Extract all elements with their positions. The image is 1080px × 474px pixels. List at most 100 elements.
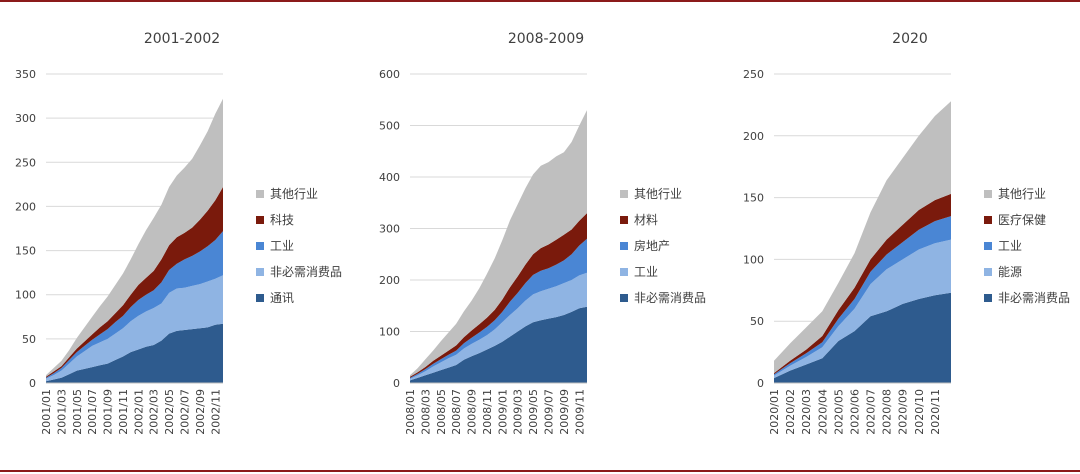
x-tick-label: 2008/07 [450, 389, 463, 435]
legend-swatch [984, 242, 992, 250]
x-tick-label: 2001/03 [55, 389, 68, 435]
x-tick-label: 2001/11 [117, 389, 130, 435]
legend-label: 通讯 [270, 291, 294, 305]
x-tick-label: 2009/03 [512, 389, 525, 435]
legend-swatch [984, 294, 992, 302]
area-series [46, 275, 223, 382]
legend-swatch [984, 268, 992, 276]
x-tick-label: 2009/07 [543, 389, 556, 435]
area-series [774, 193, 951, 375]
frame-bottom-line [0, 470, 1080, 472]
legend-swatch [620, 216, 628, 224]
x-tick-label: 2020/08 [881, 389, 894, 435]
x-tick-label: 2020/09 [897, 389, 910, 435]
x-tick-label: 2020/11 [929, 389, 942, 435]
area-series [410, 238, 587, 379]
legend-label: 其他行业 [998, 187, 1046, 201]
area-series [774, 101, 951, 374]
chart-title: 2008-2009 [508, 31, 584, 47]
legend-label: 能源 [998, 265, 1022, 279]
y-tick-label: 0 [757, 377, 764, 390]
x-tick-label: 2002/09 [194, 389, 207, 435]
y-tick-label: 600 [379, 68, 400, 81]
y-tick-label: 300 [379, 223, 400, 236]
x-tick-label: 2002/07 [179, 389, 192, 435]
x-tick-label: 2001/05 [71, 389, 84, 435]
legend-label: 非必需消费品 [998, 291, 1070, 305]
y-tick-label: 0 [29, 377, 36, 390]
legend-label: 房地产 [634, 238, 670, 253]
legend-swatch [256, 294, 264, 302]
x-tick-label: 2020/06 [848, 389, 861, 435]
y-tick-label: 100 [15, 289, 36, 302]
y-tick-label: 50 [22, 333, 36, 346]
y-tick-label: 250 [743, 68, 764, 81]
area-series [774, 292, 951, 383]
legend-label: 其他行业 [270, 187, 318, 201]
x-tick-label: 2008/01 [404, 389, 417, 435]
area-series [774, 216, 951, 376]
legend-label: 非必需消费品 [634, 291, 706, 305]
chart-title: 2001-2002 [144, 31, 220, 47]
legend-swatch [256, 268, 264, 276]
x-tick-label: 2009/11 [573, 389, 586, 435]
x-tick-label: 2020/03 [800, 389, 813, 435]
area-series [46, 231, 223, 379]
legend-swatch [620, 242, 628, 250]
legend-label: 材料 [634, 213, 658, 227]
legend-label: 工业 [998, 239, 1022, 253]
y-tick-label: 350 [15, 68, 36, 81]
legend-label: 医疗保健 [998, 213, 1046, 227]
legend-swatch [256, 190, 264, 198]
legend-swatch [620, 294, 628, 302]
chart-panel-3: 2020 0 50 100 150 200 250 2020/01 2020/02 2020/03… [743, 31, 1070, 435]
legend-label: 科技 [270, 213, 294, 227]
area-series [410, 110, 587, 377]
x-tick-label: 2020/07 [865, 389, 878, 435]
x-tick-label: 2020/04 [816, 389, 829, 435]
y-tick-label: 50 [750, 315, 764, 328]
legend-label: 工业 [270, 239, 294, 253]
legend-label: 其他行业 [634, 187, 682, 201]
x-tick-label: 2001/09 [102, 389, 115, 435]
legend-swatch [984, 216, 992, 224]
y-tick-label: 250 [15, 156, 36, 169]
x-tick-label: 2020/05 [832, 389, 845, 435]
area-series [46, 323, 223, 383]
x-tick-label: 2020/02 [784, 389, 797, 435]
y-tick-label: 200 [379, 274, 400, 287]
y-tick-label: 150 [15, 245, 36, 258]
area-series [410, 213, 587, 378]
x-tick-label: 2009/05 [527, 389, 540, 435]
x-tick-label: 2009/01 [496, 389, 509, 435]
x-tick-label: 2001/01 [40, 389, 53, 435]
x-tick-label: 2002/05 [163, 389, 176, 435]
y-tick-label: 100 [743, 253, 764, 266]
legend-label: 非必需消费品 [270, 265, 342, 279]
legend-label: 工业 [634, 265, 658, 279]
y-tick-label: 100 [379, 326, 400, 339]
x-tick-label: 2002/11 [209, 389, 222, 435]
x-tick-label: 2020/01 [768, 389, 781, 435]
y-tick-label: 500 [379, 120, 400, 133]
legend-swatch [256, 242, 264, 250]
y-tick-label: 300 [15, 112, 36, 125]
chart-title: 2020 [892, 31, 928, 47]
x-tick-label: 2002/03 [148, 389, 161, 435]
x-tick-label: 2009/09 [558, 389, 571, 435]
area-series [410, 306, 587, 383]
legend-swatch [256, 216, 264, 224]
area-series [410, 272, 587, 381]
x-tick-label: 2008/03 [419, 389, 432, 435]
legend-swatch [620, 190, 628, 198]
y-tick-label: 150 [743, 192, 764, 205]
x-tick-label: 2008/09 [466, 389, 479, 435]
x-tick-label: 2002/01 [132, 389, 145, 435]
x-tick-label: 2001/07 [86, 389, 99, 435]
x-tick-label: 2008/05 [435, 389, 448, 435]
legend-swatch [620, 268, 628, 276]
y-tick-label: 400 [379, 171, 400, 184]
